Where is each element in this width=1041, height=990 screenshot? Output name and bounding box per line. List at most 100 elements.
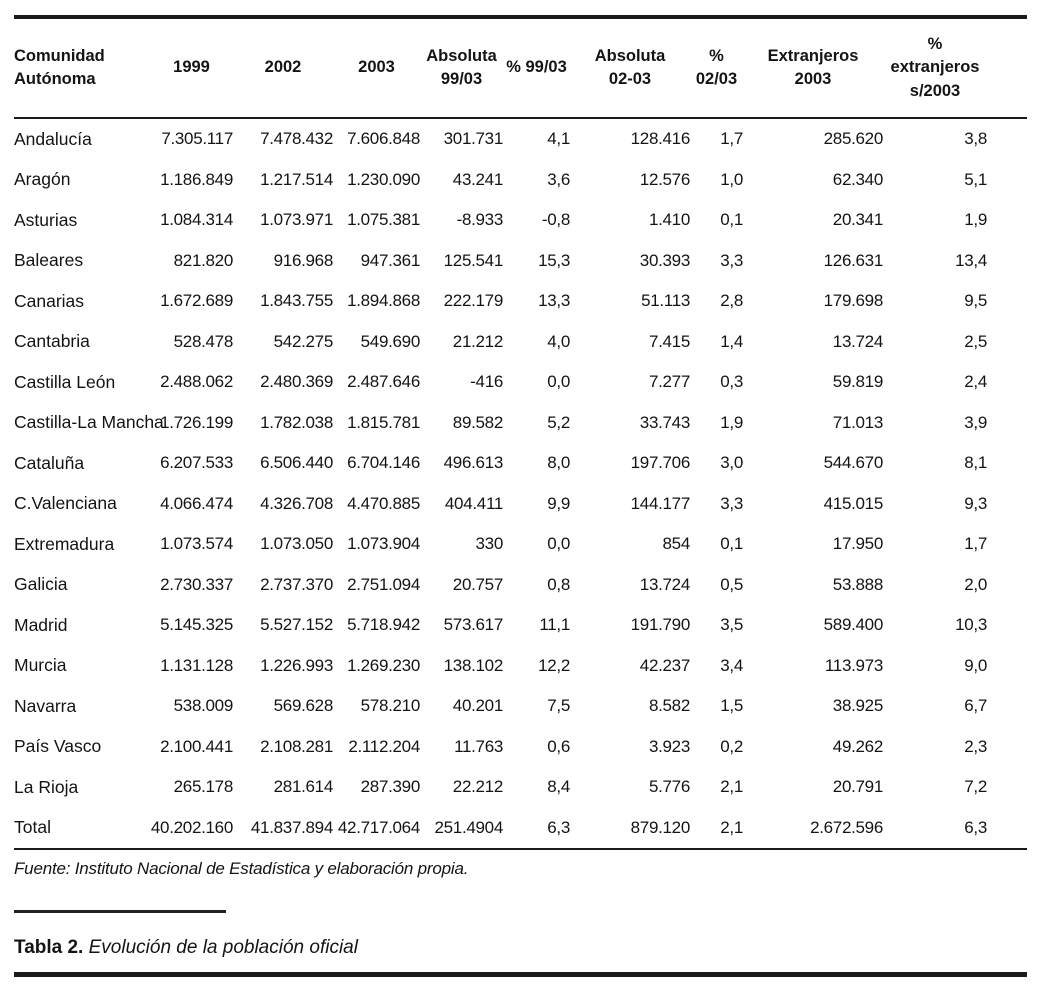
cell-pct-02-03: 3,3 xyxy=(720,250,743,270)
cell-region-name: Galicia xyxy=(14,574,68,595)
cell-extranjeros-2003: 126.631 xyxy=(823,250,884,270)
cell-pct-extranjeros: 2,5 xyxy=(964,331,987,351)
cell-extranjeros-2003: 415.015 xyxy=(823,493,884,513)
cell-pct-extranjeros: 6,3 xyxy=(883,807,1027,850)
cell-2002: 916.968 xyxy=(273,250,334,270)
cell-2003: 287.390 xyxy=(360,777,421,797)
cell-pct-extranjeros: 9,5 xyxy=(964,291,987,311)
cell-region-name: Castilla León xyxy=(14,371,116,392)
cell-absoluta-99-03: 138.102 xyxy=(443,655,504,675)
caption-divider xyxy=(14,910,226,913)
table-row: C.Valenciana 4.066.474 4.326.708 4.470.8… xyxy=(14,484,1027,525)
cell-2003: 5.718.942 xyxy=(347,615,420,635)
cell-region-name: Aragón xyxy=(14,169,71,190)
cell-extranjeros-2003: 59.819 xyxy=(832,372,884,392)
cell-region-name: Andalucía xyxy=(14,128,92,149)
cell-absoluta-99-03: -8.933 xyxy=(456,210,504,230)
cell-absoluta-02-03: 191.790 xyxy=(630,615,691,635)
cell-region-name: Cantabria xyxy=(14,331,90,352)
cell-region-name: C.Valenciana xyxy=(14,493,117,514)
cell-pct-99-03: 5,2 xyxy=(547,412,570,432)
cell-1999: 2.100.441 xyxy=(160,736,233,756)
cell-pct-extranjeros: 13,4 xyxy=(955,250,987,270)
cell-extranjeros-2003: 71.013 xyxy=(832,412,884,432)
cell-1999: 5.145.325 xyxy=(160,615,233,635)
cell-pct-extranjeros: 5,1 xyxy=(964,169,987,189)
cell-extranjeros-2003: 285.620 xyxy=(823,129,884,149)
cell-pct-02-03: 3,3 xyxy=(720,493,743,513)
cell-2002: 7.478.432 xyxy=(260,129,333,149)
cell-pct-99-03: 0,6 xyxy=(547,736,570,756)
cell-2002: 1.073.050 xyxy=(260,534,333,554)
cell-pct-02-03: 2,1 xyxy=(690,807,743,850)
cell-region-name: Castilla-La Mancha xyxy=(14,412,164,433)
cell-absoluta-99-03: 125.541 xyxy=(443,250,504,270)
table-row: Canarias 1.672.689 1.843.755 1.894.868 2… xyxy=(14,281,1027,322)
cell-1999: 821.820 xyxy=(173,250,234,270)
header-row: Comunidad Autónoma 1999 2002 2003 Absolu… xyxy=(14,17,1027,119)
header-2003: 2003 xyxy=(333,17,420,119)
cell-pct-99-03: 8,0 xyxy=(547,453,570,473)
cell-region-name: Asturias xyxy=(14,209,78,230)
cell-absoluta-02-03: 7.277 xyxy=(648,372,690,392)
bottom-rule xyxy=(14,972,1027,977)
cell-pct-extranjeros: 1,9 xyxy=(964,210,987,230)
cell-region-name: La Rioja xyxy=(14,776,79,797)
cell-1999: 2.730.337 xyxy=(160,574,233,594)
cell-pct-99-03: 11,1 xyxy=(539,615,570,635)
cell-2003: 1.815.781 xyxy=(347,412,420,432)
cell-absoluta-99-03: 404.411 xyxy=(444,493,503,513)
cell-pct-02-03: 0,1 xyxy=(720,534,743,554)
table-row: Cataluña 6.207.533 6.506.440 6.704.146 4… xyxy=(14,443,1027,484)
cell-extranjeros-2003: 113.973 xyxy=(824,655,883,675)
cell-pct-02-03: 3,0 xyxy=(720,453,743,473)
table-row: Madrid 5.145.325 5.527.152 5.718.942 573… xyxy=(14,605,1027,646)
cell-pct-extranjeros: 9,0 xyxy=(964,655,987,675)
cell-pct-99-03: 9,9 xyxy=(547,493,570,513)
cell-pct-extranjeros: 2,4 xyxy=(964,372,987,392)
cell-region-name: Total xyxy=(14,807,150,850)
cell-extranjeros-2003: 20.341 xyxy=(832,210,884,230)
cell-2002: 542.275 xyxy=(273,331,334,351)
cell-pct-99-03: 6,3 xyxy=(503,807,570,850)
header-pct-02-03: % 02/03 xyxy=(690,17,743,119)
table-row: Asturias 1.084.314 1.073.971 1.075.381 -… xyxy=(14,200,1027,241)
cell-2002: 1.782.038 xyxy=(260,412,333,432)
cell-absoluta-02-03: 879.120 xyxy=(570,807,690,850)
table-row: Castilla León 2.488.062 2.480.369 2.487.… xyxy=(14,362,1027,403)
table-row: Murcia 1.131.128 1.226.993 1.269.230 138… xyxy=(14,646,1027,687)
cell-extranjeros-2003: 20.791 xyxy=(832,777,884,797)
cell-pct-02-03: 3,5 xyxy=(720,615,743,635)
table-caption: Tabla 2. Evolución de la población ofici… xyxy=(14,937,1027,959)
table-row: Castilla-La Mancha 1.726.199 1.782.038 1… xyxy=(14,403,1027,444)
cell-region-name: Baleares xyxy=(14,250,84,271)
cell-1999: 2.488.062 xyxy=(160,372,233,392)
cell-absoluta-02-03: 8.582 xyxy=(648,696,690,716)
cell-pct-99-03: 13,3 xyxy=(538,291,570,311)
cell-extranjeros-2003: 179.698 xyxy=(823,291,884,311)
cell-2003: 42.717.064 xyxy=(333,807,420,850)
cell-pct-extranjeros: 10,3 xyxy=(955,615,987,635)
cell-absoluta-99-03: 222.179 xyxy=(443,291,504,311)
cell-pct-extranjeros: 1,7 xyxy=(964,534,987,554)
cell-2003: 1.075.381 xyxy=(347,210,420,230)
cell-absoluta-02-03: 13.724 xyxy=(639,574,691,594)
cell-region-name: Madrid xyxy=(14,614,68,635)
cell-pct-02-03: 0,2 xyxy=(720,736,743,756)
table-header: Comunidad Autónoma 1999 2002 2003 Absolu… xyxy=(14,17,1027,119)
cell-absoluta-02-03: 144.177 xyxy=(630,493,691,513)
cell-pct-extranjeros: 3,8 xyxy=(964,129,987,149)
cell-absoluta-02-03: 3.923 xyxy=(648,736,690,756)
cell-pct-extranjeros: 8,1 xyxy=(964,453,987,473)
header-absoluta-99-03: Absoluta 99/03 xyxy=(420,17,503,119)
cell-extranjeros-2003: 38.925 xyxy=(832,696,884,716)
cell-2003: 1.269.230 xyxy=(347,655,420,675)
cell-1999: 265.178 xyxy=(173,777,234,797)
cell-absoluta-02-03: 197.706 xyxy=(630,453,691,473)
cell-2002: 281.614 xyxy=(273,777,334,797)
cell-2003: 549.690 xyxy=(360,331,421,351)
cell-pct-extranjeros: 7,2 xyxy=(964,777,987,797)
table-row: Cantabria 528.478 542.275 549.690 21.212… xyxy=(14,322,1027,363)
cell-absoluta-02-03: 42.237 xyxy=(639,655,691,675)
